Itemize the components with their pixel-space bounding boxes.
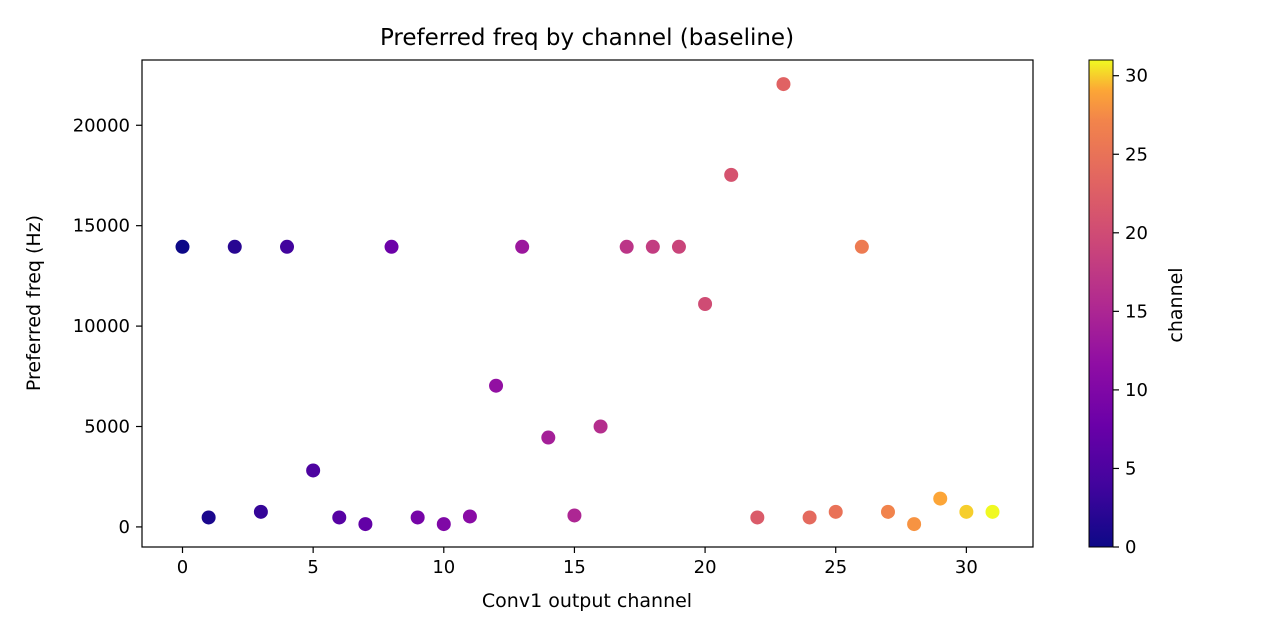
data-point <box>462 509 477 524</box>
x-tick-label: 25 <box>824 557 847 578</box>
chart-title: Preferred freq by channel (baseline) <box>380 25 794 51</box>
x-tick-label: 0 <box>177 557 188 578</box>
data-point <box>828 504 843 519</box>
data-point <box>776 77 791 92</box>
y-tick-label: 5000 <box>84 417 130 438</box>
data-point <box>306 463 321 478</box>
data-point <box>854 239 869 254</box>
y-axis-label: Preferred freq (Hz) <box>23 215 45 391</box>
data-point <box>750 510 765 525</box>
y-axis-ticks: 0 5000 10000 15000 20000 <box>73 115 142 538</box>
data-point <box>671 239 686 254</box>
data-point <box>227 239 242 254</box>
y-tick-label: 10000 <box>73 316 130 337</box>
y-tick-label: 15000 <box>73 216 130 237</box>
data-point <box>253 504 268 519</box>
data-point <box>593 419 608 434</box>
y-tick-label: 20000 <box>73 115 130 136</box>
colorbar-tick-label: 0 <box>1125 537 1136 558</box>
data-point <box>619 239 634 254</box>
colorbar-tick-label: 30 <box>1125 66 1148 87</box>
data-point <box>645 239 660 254</box>
data-point <box>802 510 817 525</box>
y-tick-label: 0 <box>119 517 130 538</box>
data-point <box>384 239 399 254</box>
data-point <box>332 510 347 525</box>
x-tick-label: 10 <box>432 557 455 578</box>
data-point <box>959 504 974 519</box>
data-point <box>280 239 295 254</box>
data-point <box>724 167 739 182</box>
x-tick-label: 15 <box>563 557 586 578</box>
data-point <box>201 510 216 525</box>
colorbar-tick-label: 15 <box>1125 301 1148 322</box>
colorbar-label: channel <box>1165 267 1187 342</box>
data-point <box>933 491 948 506</box>
data-point <box>436 517 451 532</box>
data-point <box>880 504 895 519</box>
plot-area <box>141 59 1034 548</box>
x-axis-label: Conv1 output channel <box>482 590 692 612</box>
x-tick-label: 20 <box>694 557 717 578</box>
colorbar <box>1088 59 1114 548</box>
colorbar-tick-label: 20 <box>1125 223 1148 244</box>
x-tick-label: 5 <box>307 557 318 578</box>
colorbar-tick-label: 5 <box>1125 458 1136 479</box>
colorbar-tick-label: 10 <box>1125 380 1148 401</box>
data-points <box>175 77 1000 532</box>
data-point <box>515 239 530 254</box>
data-point <box>489 378 504 393</box>
data-point <box>541 430 556 445</box>
x-tick-label: 30 <box>955 557 978 578</box>
data-point <box>907 517 922 532</box>
data-point <box>985 504 1000 519</box>
data-point <box>567 508 582 523</box>
colorbar-ticks: 0 5 10 15 20 25 30 <box>1113 66 1148 558</box>
data-point <box>410 510 425 525</box>
x-axis-ticks: 0 5 10 15 20 25 30 <box>177 547 978 578</box>
data-point <box>175 239 190 254</box>
data-point <box>358 517 373 532</box>
colorbar-tick-label: 25 <box>1125 144 1148 165</box>
data-point <box>698 297 713 312</box>
